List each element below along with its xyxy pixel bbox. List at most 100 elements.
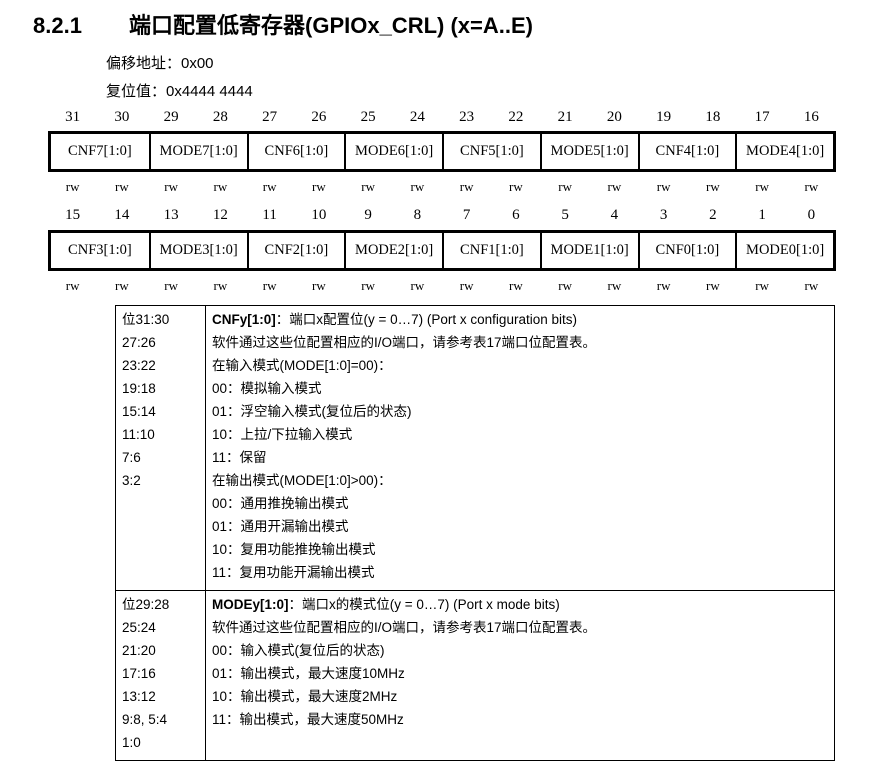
bit-number: 31 <box>65 109 81 125</box>
access-type: rw <box>459 278 474 293</box>
access-type: rw <box>164 179 178 194</box>
reset-value: 复位值：0x4444 4444 <box>106 83 253 100</box>
access-type: rw <box>410 278 425 293</box>
description-line: 在输入模式(MODE[1:0]=00)： <box>212 358 392 373</box>
access-type: rw <box>410 179 425 194</box>
access-type: rw <box>607 179 622 194</box>
bit-range: 27:26 <box>122 335 156 350</box>
bit-number: 6 <box>512 207 520 223</box>
field-heading: CNFy[1:0]：端口x配置位(y = 0…7) (Port x config… <box>212 308 828 331</box>
description-line: 00：模拟输入模式 <box>212 381 322 396</box>
access-type: rw <box>262 278 277 293</box>
description-line: 11：输出模式，最大速度50MHz <box>212 712 404 727</box>
bit-number: 23 <box>459 109 475 125</box>
register-field: CNF7[1:0] <box>68 143 132 159</box>
register-field: MODE1[1:0] <box>539 233 638 268</box>
description-line: 10：输出模式，最大速度2MHz <box>212 689 398 704</box>
access-type: rw <box>804 278 819 293</box>
bit-range: 13:12 <box>122 689 156 704</box>
bit-number: 29 <box>163 109 179 125</box>
bit-number: 17 <box>754 109 770 125</box>
register-field: CNF6[1:0] <box>246 134 345 169</box>
register-field: CNF3[1:0] <box>68 242 132 258</box>
bit-number: 28 <box>212 109 228 125</box>
access-type: rw <box>312 278 326 293</box>
access-type: rw <box>755 179 769 194</box>
section-title: 端口配置低寄存器(GPIOx_CRL) (x=A..E) <box>129 13 533 38</box>
bit-range: 3:2 <box>122 473 141 488</box>
register-field: MODE6[1:0] <box>344 134 442 169</box>
bit-range: 11:10 <box>122 427 155 442</box>
bit-number: 12 <box>212 207 228 223</box>
bit-number: 21 <box>557 109 573 125</box>
description-line: 10：上拉/下拉输入模式 <box>212 427 353 442</box>
access-type: rw <box>755 278 769 293</box>
bit-number: 24 <box>409 109 425 125</box>
description-line: 01：输出模式，最大速度10MHz <box>212 666 405 681</box>
bit-number: 0 <box>807 207 816 223</box>
register-field: CNF5[1:0] <box>442 134 540 169</box>
access-type: rw <box>213 179 228 194</box>
bit-number: 13 <box>163 207 179 223</box>
description-line: 00：通用推挽输出模式 <box>212 496 349 511</box>
register-fields-low: CNF3[1:0] MODE3[1:0] CNF2[1:0] MODE2[1:0] CN… <box>48 230 836 271</box>
bit-number: 19 <box>656 109 672 125</box>
description-line: 11：保留 <box>212 450 267 465</box>
access-row-high: rw rw rw rw rw rw rw rw rw rw rw rw rw rw rw rw <box>48 179 836 195</box>
description-line: 11：复用功能开漏输出模式 <box>212 565 375 580</box>
bit-number: 2 <box>709 207 717 223</box>
bit-number: 14 <box>114 207 130 223</box>
bit-range: 7:6 <box>122 450 141 465</box>
bit-range: 19:18 <box>122 381 156 396</box>
register-field: MODE0[1:0] <box>735 233 833 268</box>
access-type: rw <box>558 278 572 293</box>
access-row-low: rw rw rw rw rw rw rw rw rw rw rw rw rw rw rw rw <box>48 278 836 294</box>
access-type: rw <box>312 179 326 194</box>
bit-number: 3 <box>659 207 668 223</box>
bit-range-cell: 位29:28 25:24 21:20 17:16 13:12 9:8, 5:4 1:0 <box>115 590 206 761</box>
access-type: rw <box>65 179 80 194</box>
bit-number: 10 <box>311 207 327 223</box>
field-heading: MODEy[1:0]：端口x的模式位(y = 0…7) (Port x mode… <box>212 593 828 616</box>
register-field: CNF1[1:0] <box>442 233 540 268</box>
register-field: MODE7[1:0] <box>148 134 247 169</box>
bit-number: 7 <box>462 207 471 223</box>
description-line: 10：复用功能推挽输出模式 <box>212 542 376 557</box>
description-cell: MODEy[1:0]：端口x的模式位(y = 0…7) (Port x mode… <box>205 590 835 761</box>
bit-number: 20 <box>606 109 622 125</box>
access-type: rw <box>509 179 523 194</box>
bit-number: 11 <box>262 207 277 223</box>
offset-address: 偏移地址：0x00 <box>106 55 214 72</box>
access-type: rw <box>706 179 720 194</box>
bit-range: 9:8, 5:4 <box>122 712 168 727</box>
register-field: MODE3[1:0] <box>148 233 247 268</box>
access-type: rw <box>164 278 178 293</box>
description-line: 00：输入模式(复位后的状态) <box>212 643 385 658</box>
description-row: 位31:30 27:26 23:22 19:18 15:14 11:10 7:6 3:2 CNF… <box>115 305 835 591</box>
register-field: MODE2[1:0] <box>344 233 442 268</box>
bit-number: 18 <box>705 109 721 125</box>
bit-number: 5 <box>561 207 569 223</box>
register-field: MODE5[1:0] <box>539 134 638 169</box>
bit-number: 27 <box>262 109 278 125</box>
access-type: rw <box>607 278 622 293</box>
bit-number: 1 <box>758 207 766 223</box>
access-type: rw <box>509 278 523 293</box>
description-row: 位29:28 25:24 21:20 17:16 13:12 9:8, 5:4 1:0 MOD… <box>115 590 835 761</box>
bit-range-cell: 位31:30 27:26 23:22 19:18 15:14 11:10 7:6 3:2 <box>115 305 206 591</box>
bit-number: 8 <box>413 207 422 223</box>
bit-range: 25:24 <box>122 620 156 635</box>
field-name: CNFy[1:0] <box>212 312 276 327</box>
field-summary: ：端口x的模式位(y = 0…7) (Port x mode bits) <box>288 597 560 612</box>
bit-range: 位29:28 <box>122 597 170 612</box>
register-field: CNF4[1:0] <box>637 134 736 169</box>
bit-numbers-low: 15 14 13 12 11 10 9 8 7 6 5 4 3 2 1 0 <box>48 207 836 224</box>
access-type: rw <box>115 179 129 194</box>
description-cell: CNFy[1:0]：端口x配置位(y = 0…7) (Port x config… <box>205 305 835 591</box>
access-type: rw <box>115 278 129 293</box>
access-type: rw <box>459 179 474 194</box>
access-type: rw <box>656 179 671 194</box>
bit-range: 15:14 <box>122 404 156 419</box>
bit-number: 30 <box>114 109 130 125</box>
register-field: MODE4[1:0] <box>735 134 833 169</box>
